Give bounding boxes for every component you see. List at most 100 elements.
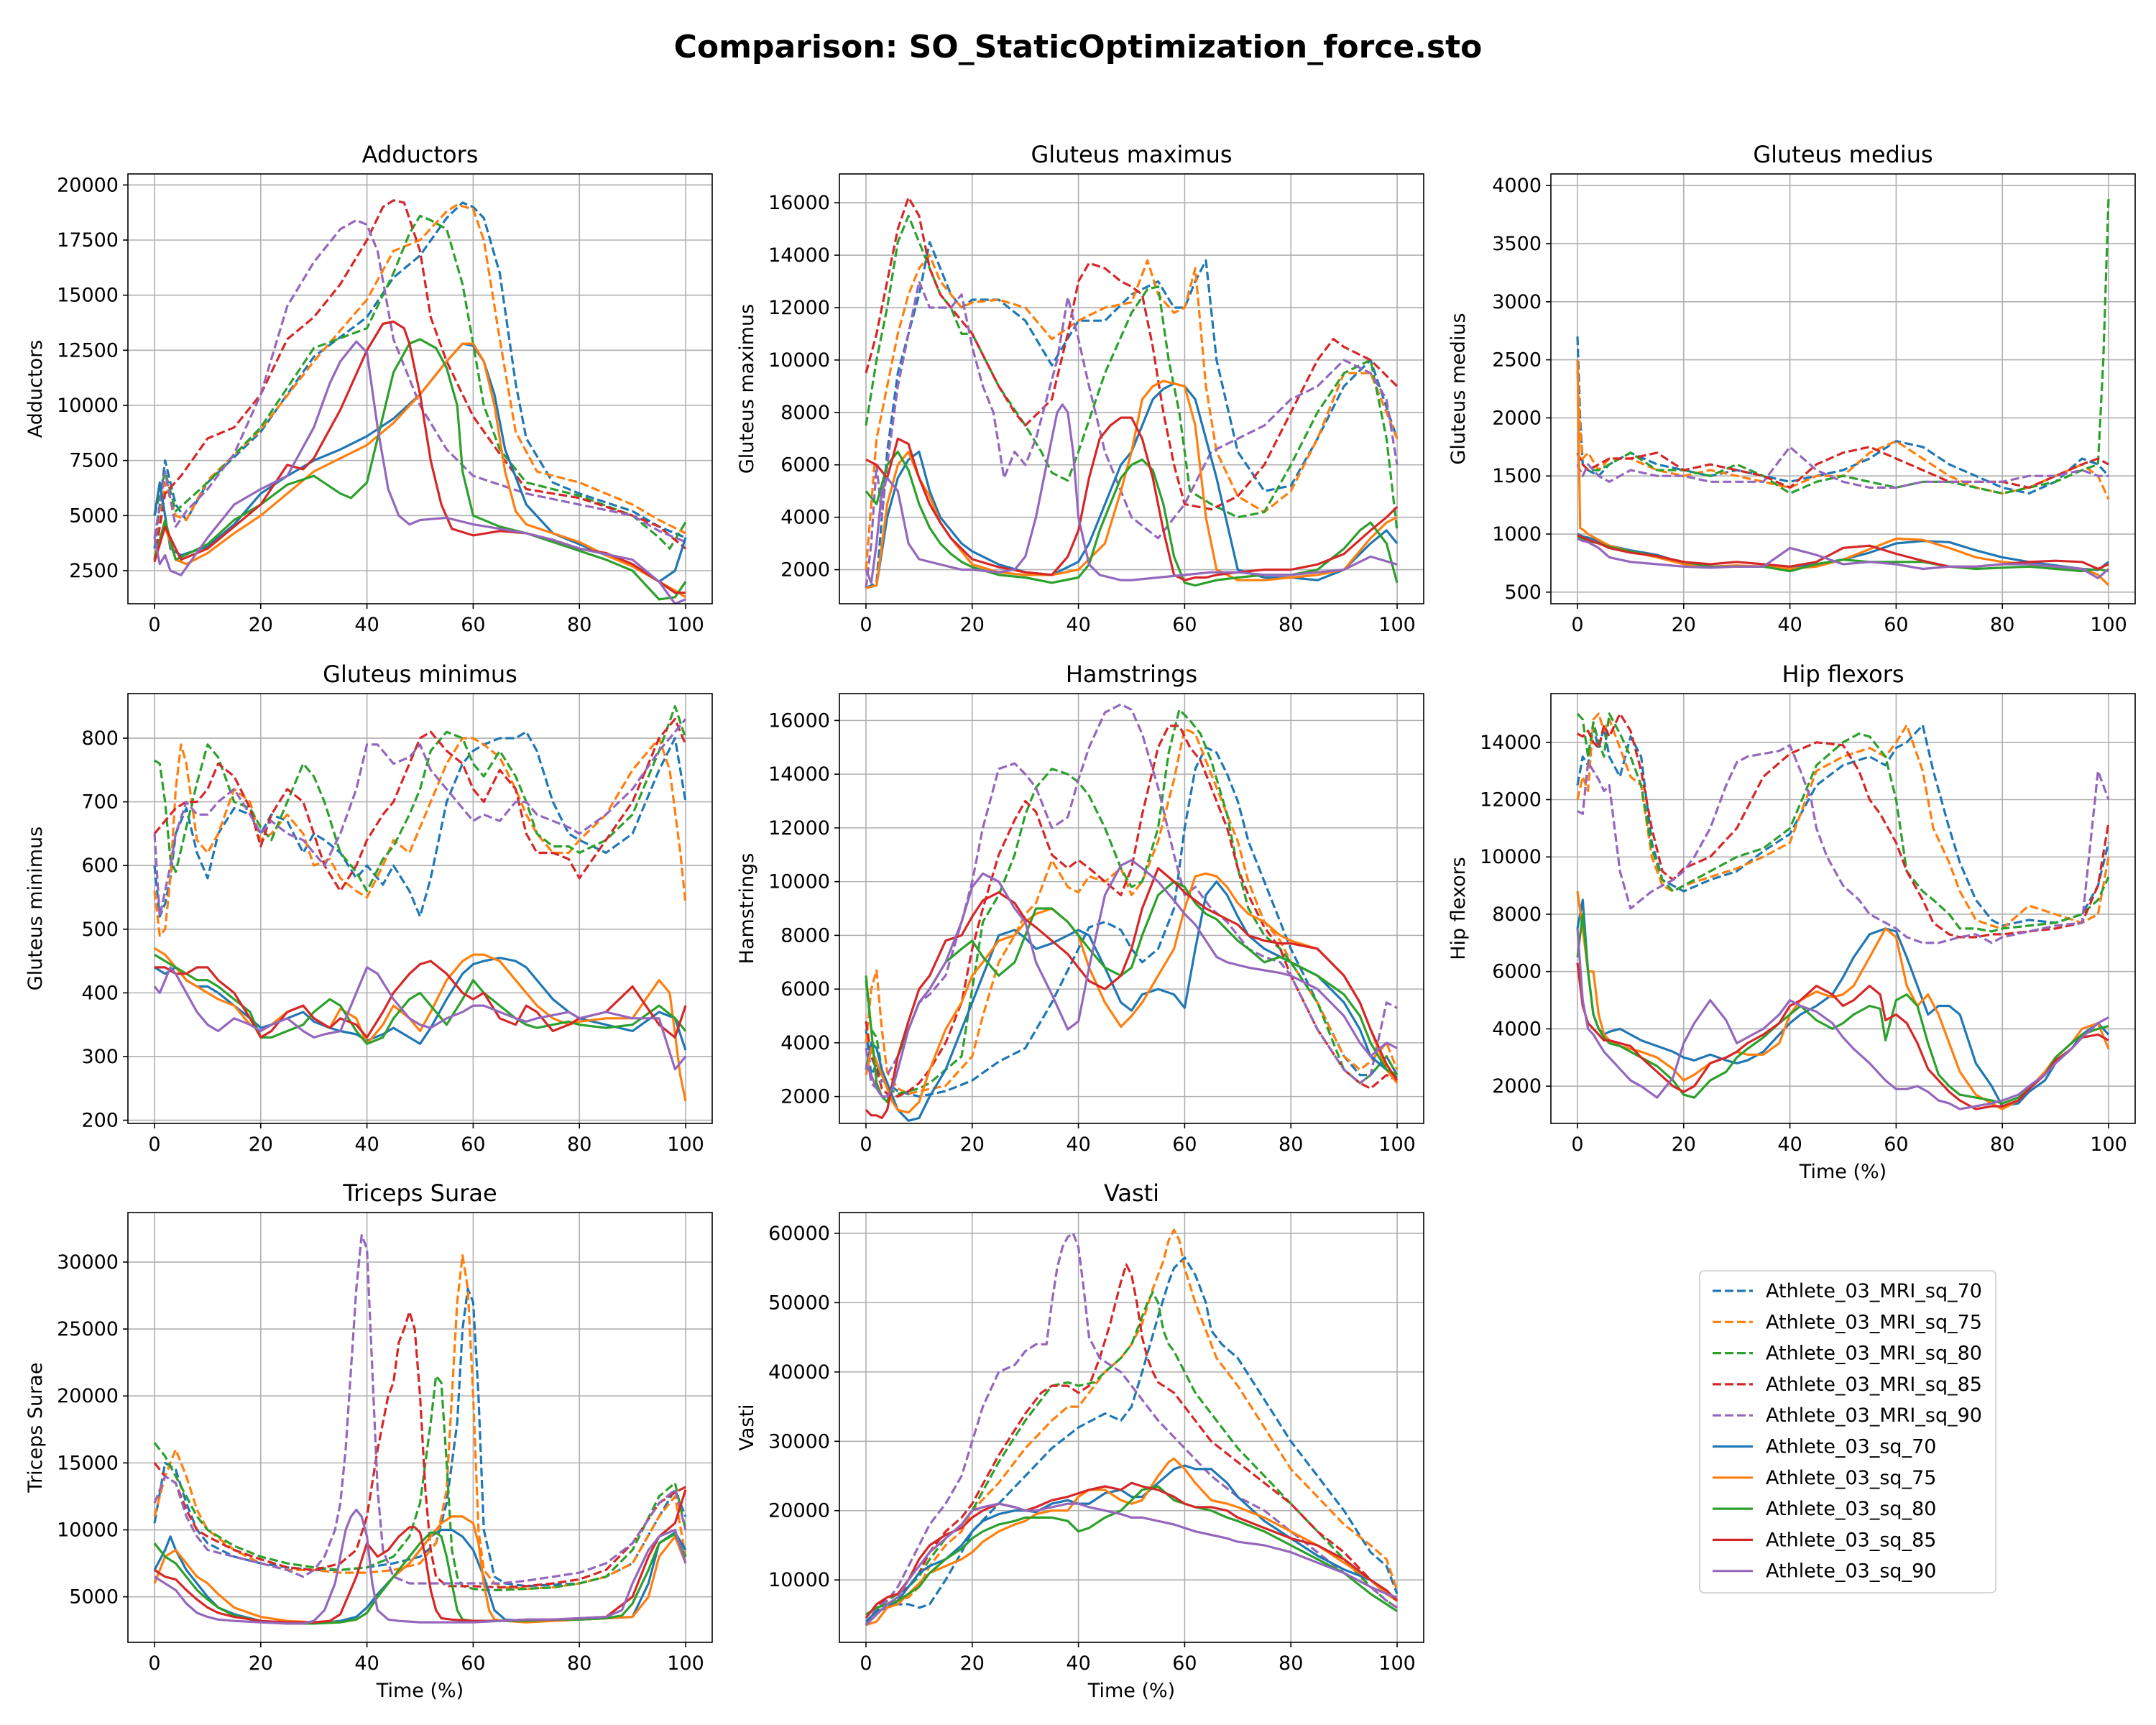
legend-label: Athlete_03_sq_85 [1766,1529,1936,1551]
x-tick-label: 100 [1378,1652,1416,1675]
x-tick-label: 40 [1777,1133,1802,1156]
y-axis-label: Gluteus medius [1447,313,1470,464]
series-line-athlete-03-mri-sq-80 [865,214,1399,531]
subplot-adductors: 0 20 40 60 80 100 2500 5000 7500 10000 12500 15000 1… [24,141,713,636]
x-tick-label: 20 [1672,614,1696,636]
y-tick-label: 30000 [57,1251,119,1274]
series-line-athlete-03-mri-sq-85 [1576,446,2109,489]
series-line-athlete-03-sq-80 [865,1485,1398,1616]
x-tick-label: 100 [667,1652,704,1675]
axes-frame [127,693,713,1124]
x-tick-label: 100 [667,1133,704,1156]
series-group [153,1234,687,1625]
y-axis-label: Triceps Surae [24,1363,47,1494]
x-tick-label: 60 [1172,614,1197,636]
subplot-triceps-surae: 0 20 40 60 80 100 5000 10000 15000 20000 25000 3000… [24,1179,713,1702]
plot-area [839,174,1424,604]
y-tick-label: 10000 [768,349,830,372]
series-line-athlete-03-mri-sq-90 [1577,744,2110,944]
y-tick-label: 3500 [1492,233,1542,255]
x-tick-label: 100 [1378,614,1416,636]
y-tick-label: 5000 [69,505,119,527]
y-tick-label: 7500 [69,450,119,472]
y-tick-label: 12000 [1480,789,1542,811]
y-tick-label: 16000 [768,709,830,732]
y-tick-label: 12000 [768,817,830,840]
x-tick-label: 20 [249,1133,273,1156]
series-group [153,199,687,604]
series-line-athlete-03-mri-sq-80 [1576,712,2110,933]
x-tick-label: 40 [354,1652,379,1675]
subplot-gluteus-medius: 0 20 40 60 80 100 500 1000 1500 2000 2500 3000 3500 4… [1447,141,2136,636]
y-tick-label: 2500 [69,560,119,582]
series-line-athlete-03-mri-sq-90 [865,280,1399,589]
subplot-gluteus-maximus: 0 20 40 60 80 100 2000 4000 6000 8000 10000 12000 14… [736,141,1424,636]
axes-frame [1550,693,2136,1124]
legend-label: Athlete_03_sq_70 [1766,1436,1936,1458]
x-axis-label: Time (%) [1799,1161,1886,1183]
y-tick-label: 2000 [1492,1075,1542,1098]
x-tick-label: 20 [1672,1133,1696,1156]
axes-frame [839,693,1424,1124]
y-tick-label: 2000 [780,559,830,581]
series-line-athlete-03-mri-sq-75 [153,737,687,937]
series-line-athlete-03-sq-85 [155,960,687,1039]
plot-area [1551,694,2135,1123]
series-line-athlete-03-mri-sq-90 [153,218,686,543]
subplot-title: Adductors [362,141,479,168]
legend-item: Athlete_03_MRI_sq_75 [1713,1311,1982,1333]
x-tick-label: 60 [461,1133,485,1156]
axes-frame [839,1212,1424,1643]
x-tick-label: 40 [1066,614,1090,636]
series-line-athlete-03-sq-85 [1576,962,2109,1110]
series-group [865,703,1399,1122]
y-tick-label: 200 [81,1110,119,1132]
series-line-athlete-03-sq-75 [153,342,686,599]
y-tick-label: 10000 [768,871,830,893]
x-tick-label: 60 [1884,1133,1908,1156]
y-tick-label: 12500 [57,339,119,362]
legend-item: Athlete_03_sq_85 [1713,1529,1936,1551]
y-tick-label: 6000 [780,978,830,1000]
series-line-athlete-03-sq-80 [153,1531,687,1625]
x-tick-label: 80 [567,614,591,636]
y-tick-label: 20000 [57,1385,119,1407]
legend-item: Athlete_03_MRI_sq_85 [1713,1374,1982,1396]
series-line-athlete-03-mri-sq-80 [865,708,1399,1095]
x-tick-label: 0 [1571,1133,1583,1156]
x-tick-label: 20 [960,1652,985,1675]
y-tick-label: 25000 [57,1318,119,1340]
y-tick-label: 1000 [1492,523,1542,546]
subplot-hip-flexors: 0 20 40 60 80 100 2000 4000 6000 8000 10000 12000 14… [1447,661,2136,1183]
y-tick-label: 800 [81,727,119,750]
legend-item: Athlete_03_sq_75 [1713,1467,1936,1489]
subplot-title: Hip flexors [1782,661,1904,688]
y-tick-label: 17500 [57,229,119,252]
series-line-athlete-03-sq-80 [1576,913,2109,1105]
y-tick-label: 4000 [780,507,830,529]
legend-item: Athlete_03_MRI_sq_70 [1713,1280,1982,1302]
series-line-athlete-03-mri-sq-85 [1577,712,2110,939]
x-tick-label: 60 [461,614,485,636]
y-tick-label: 15000 [57,285,119,307]
series-line-athlete-03-mri-sq-85 [153,717,687,893]
series-line-athlete-03-sq-70 [865,382,1399,589]
axes-frame [839,173,1424,604]
y-tick-label: 20000 [768,1500,830,1522]
y-tick-label: 30000 [768,1430,830,1453]
y-tick-label: 10000 [768,1569,830,1591]
series-line-athlete-03-mri-sq-85 [865,196,1399,511]
series-line-athlete-03-sq-70 [865,880,1398,1122]
y-tick-label: 500 [1504,581,1542,604]
x-tick-label: 100 [667,614,704,636]
x-tick-label: 20 [960,614,985,636]
y-tick-label: 6000 [1492,961,1542,983]
x-tick-label: 80 [1990,1133,2014,1156]
legend-label: Athlete_03_MRI_sq_70 [1766,1280,1982,1302]
series-line-athlete-03-mri-sq-80 [1576,197,2110,495]
subplot-grid: 0 20 40 60 80 100 2500 5000 7500 10000 12500 15000 1… [24,141,2136,1702]
legend: Athlete_03_MRI_sq_70 Athlete_03_MRI_sq_75… [1699,1270,1996,1593]
y-tick-label: 15000 [57,1452,119,1474]
series-line-athlete-03-sq-80 [154,953,687,1045]
legend-label: Athlete_03_MRI_sq_80 [1766,1343,1982,1365]
